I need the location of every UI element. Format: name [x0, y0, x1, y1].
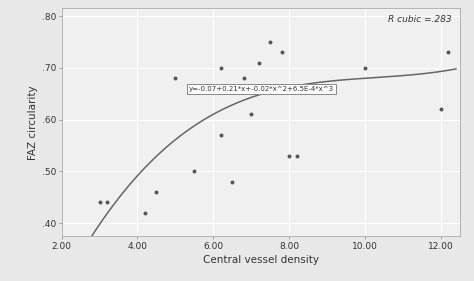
Point: [437, 107, 445, 112]
Text: R cubic =.283: R cubic =.283: [388, 15, 452, 24]
Point: [445, 50, 452, 55]
Y-axis label: FAZ circularity: FAZ circularity: [27, 85, 37, 160]
Point: [361, 66, 369, 70]
Point: [240, 76, 247, 81]
Point: [210, 86, 217, 91]
Point: [228, 180, 236, 184]
Text: y=-0.07+0.21*x+-0.02*x^2+6.5E-4*x^3: y=-0.07+0.21*x+-0.02*x^2+6.5E-4*x^3: [189, 86, 334, 92]
Point: [278, 50, 285, 55]
Point: [191, 169, 198, 174]
Point: [96, 200, 103, 205]
Point: [103, 200, 111, 205]
Point: [285, 154, 293, 158]
X-axis label: Central vessel density: Central vessel density: [203, 255, 319, 265]
Point: [217, 66, 225, 70]
Point: [172, 76, 179, 81]
Point: [255, 60, 263, 65]
Point: [266, 40, 274, 44]
Point: [247, 112, 255, 117]
Point: [293, 154, 301, 158]
Point: [217, 133, 225, 137]
Point: [141, 210, 149, 215]
Point: [213, 86, 221, 91]
Point: [153, 190, 160, 194]
